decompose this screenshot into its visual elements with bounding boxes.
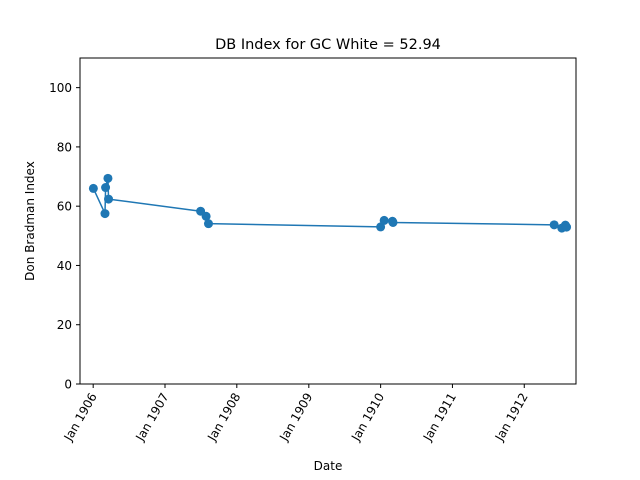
data-point (104, 194, 114, 204)
data-point (549, 220, 559, 230)
data-point (562, 222, 572, 232)
data-point (88, 183, 98, 193)
data-point (203, 219, 213, 229)
data-point (101, 183, 111, 193)
y-tick-label: 60 (57, 200, 72, 214)
data-point (388, 217, 398, 227)
x-axis-label: Date (314, 459, 343, 473)
y-axis-ticks: 0 20 40 60 80 100 (49, 81, 80, 392)
y-tick-label: 0 (64, 378, 72, 392)
data-point (100, 209, 110, 219)
axes-frame (79, 57, 577, 385)
y-tick-label: 80 (57, 140, 72, 154)
data-point (379, 215, 389, 225)
data-point (103, 173, 113, 183)
plot-area (88, 173, 572, 233)
y-tick-label: 40 (57, 259, 72, 273)
y-tick-label: 20 (57, 318, 72, 332)
data-point (201, 211, 211, 221)
chart-title: DB Index for GC White = 52.94 (215, 37, 441, 53)
y-tick-label: 100 (49, 81, 72, 95)
y-axis-label: Don Bradman Index (23, 161, 37, 281)
